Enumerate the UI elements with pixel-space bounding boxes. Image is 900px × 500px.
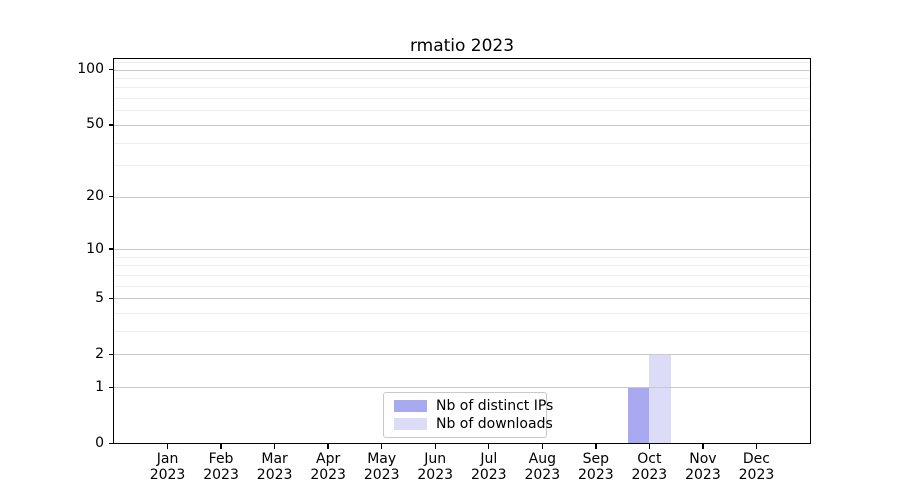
x-axis-tick-label: Aug 2023 [524, 450, 561, 484]
y-gridline-minor [114, 61, 810, 63]
plot-frame [112, 57, 811, 445]
y-gridline-major [114, 69, 810, 71]
y-gridline-major [114, 124, 810, 126]
y-gridline-minor [114, 313, 810, 315]
y-gridline-minor [114, 285, 810, 287]
y-axis-tick-label: 10 [86, 240, 104, 257]
y-axis-tick [109, 297, 114, 299]
x-axis-tick [434, 443, 436, 449]
y-axis-tick [109, 442, 114, 445]
chart-title: rmatio 2023 [409, 36, 515, 56]
legend: Nb of distinct IPs Nb of downloads [383, 392, 553, 438]
y-axis-tick [109, 248, 114, 250]
y-gridline-minor [114, 331, 810, 333]
x-axis-tick-label: Nov 2023 [685, 450, 721, 484]
y-axis-tick-label: 50 [86, 116, 104, 133]
x-axis-tick-label: Feb 2023 [203, 450, 239, 484]
x-axis-tick-label: Mar 2023 [256, 450, 293, 484]
y-gridline-minor [114, 142, 810, 144]
legend-item-label: Nb of distinct IPs [436, 398, 554, 414]
y-axis-tick-label: 1 [95, 378, 104, 395]
x-axis-tick [380, 443, 383, 449]
y-axis-tick [109, 353, 114, 356]
bar-nb-of-distinct-ips-oct-2023 [627, 387, 650, 444]
y-axis-tick-label: 0 [95, 435, 104, 451]
y-axis-tick [109, 68, 114, 71]
x-axis-tick [541, 443, 543, 449]
y-axis-tick [109, 196, 114, 198]
y-axis-tick [109, 124, 114, 126]
x-axis-tick-label: Dec 2023 [738, 450, 775, 484]
x-axis-tick [648, 443, 651, 449]
y-gridline-minor [114, 98, 810, 100]
x-axis-tick-label: May 2023 [363, 450, 400, 484]
y-axis-tick [109, 386, 114, 389]
x-axis-tick-label: Jun 2023 [417, 450, 454, 484]
legend-item: Nb of distinct IPs [394, 397, 553, 415]
legend-swatch-nb-of-distinct-ips [394, 400, 427, 412]
y-gridline-minor [114, 77, 810, 79]
x-axis-tick-label: Jan 2023 [149, 450, 186, 484]
y-gridline-minor [114, 110, 810, 112]
x-axis-tick [220, 443, 222, 449]
legend-swatch-nb-of-downloads [394, 418, 427, 430]
y-gridline-minor [114, 256, 810, 258]
x-axis-tick-label: Sep 2023 [578, 450, 614, 484]
x-axis-tick-label: Jul 2023 [470, 450, 507, 484]
x-axis-tick [273, 443, 276, 449]
x-axis-tick [166, 443, 169, 449]
bar-nb-of-downloads-oct-2023 [649, 354, 671, 444]
y-gridline-major [114, 387, 810, 389]
y-axis-tick-label: 100 [77, 61, 104, 78]
x-axis-tick-label: Oct 2023 [631, 450, 668, 484]
x-axis-tick [595, 443, 597, 449]
y-axis-tick-label: 5 [95, 289, 104, 306]
x-axis-tick [702, 443, 704, 449]
y-gridline-major [114, 354, 810, 356]
x-axis-tick [488, 443, 490, 449]
y-gridline-minor [114, 165, 810, 167]
legend-item-label: Nb of downloads [436, 416, 553, 432]
y-gridline-major [114, 249, 810, 251]
y-gridline-minor [114, 274, 810, 276]
y-gridline-minor [114, 265, 810, 267]
y-gridline-minor [114, 87, 810, 89]
y-gridline-major [114, 196, 810, 198]
y-axis-tick-label: 2 [95, 345, 104, 362]
x-axis-tick-label: Apr 2023 [310, 450, 346, 484]
x-axis-tick [327, 443, 329, 449]
x-axis-tick [755, 443, 758, 449]
y-gridline-major [114, 298, 810, 300]
y-axis-tick-label: 20 [86, 188, 104, 205]
legend-item: Nb of downloads [394, 415, 553, 433]
